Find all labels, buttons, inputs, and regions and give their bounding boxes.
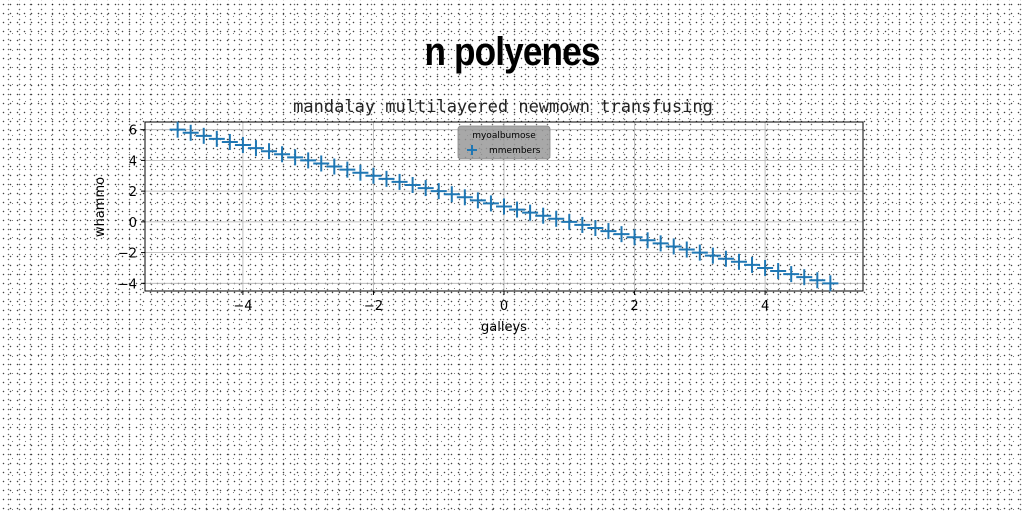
data-point	[443, 186, 460, 203]
data-point	[796, 269, 813, 286]
x-tick-label: −2	[364, 299, 383, 314]
data-point	[274, 146, 291, 163]
ticks: −4 −2 0 2 4 −4 −2 0 2 4 6	[118, 124, 769, 314]
legend-entry-label: mmembers	[489, 146, 541, 156]
data-point	[456, 189, 473, 206]
legend: myoalbumose mmembers	[457, 125, 551, 160]
data-point	[404, 176, 421, 193]
data-point	[822, 275, 839, 292]
data-point	[770, 263, 787, 280]
data-point	[809, 272, 826, 289]
data-point	[704, 247, 721, 264]
x-tick-label: 0	[500, 299, 508, 314]
data-point	[326, 158, 343, 175]
data-point	[717, 250, 734, 267]
data-point	[626, 229, 643, 246]
data-point	[300, 152, 317, 169]
data-point	[182, 124, 199, 141]
data-points	[169, 121, 839, 292]
y-axis-label: whammo	[93, 177, 108, 237]
x-tick-label: −4	[233, 299, 252, 314]
data-point	[417, 180, 434, 197]
data-point	[430, 183, 447, 200]
data-point	[234, 137, 251, 154]
legend-marker	[467, 145, 477, 155]
data-point	[391, 173, 408, 190]
data-point	[352, 164, 369, 181]
data-point	[783, 266, 800, 283]
data-point	[574, 216, 591, 233]
data-point	[548, 210, 565, 227]
y-tick-label: −2	[118, 247, 137, 262]
data-point	[665, 238, 682, 255]
data-point	[221, 133, 238, 150]
data-point	[730, 253, 747, 270]
data-point	[691, 244, 708, 261]
data-point	[652, 235, 669, 252]
data-point	[587, 220, 604, 237]
data-point	[744, 256, 761, 273]
figure-suptitle: n polyenes	[424, 30, 600, 74]
data-point	[339, 161, 356, 178]
y-tick-label: 6	[129, 124, 137, 139]
data-point	[509, 201, 526, 218]
y-tick-label: 0	[129, 216, 137, 231]
x-axis-label: galleys	[481, 320, 527, 335]
y-tick-label: 2	[129, 185, 137, 200]
data-point	[535, 207, 552, 224]
x-tick-label: 2	[630, 299, 638, 314]
data-point	[482, 195, 499, 212]
legend-title: myoalbumose	[472, 131, 536, 141]
data-point	[169, 121, 186, 138]
data-point	[378, 170, 395, 187]
axes-title: mandalay multilayered newmown transfusin…	[293, 97, 713, 117]
data-point	[496, 198, 512, 215]
data-point	[287, 149, 304, 166]
y-tick-label: −4	[118, 277, 137, 292]
legend-box	[457, 125, 551, 160]
data-point	[261, 143, 278, 160]
data-point	[195, 127, 212, 144]
data-point	[757, 259, 774, 276]
data-point	[365, 167, 382, 184]
y-tick-label: 4	[129, 154, 137, 169]
data-point	[313, 155, 330, 172]
data-point	[247, 140, 264, 157]
data-point	[639, 232, 656, 249]
data-point	[600, 223, 617, 240]
data-point	[613, 226, 630, 243]
data-point	[678, 241, 695, 258]
data-point	[469, 192, 486, 209]
data-point	[561, 213, 578, 230]
data-point	[522, 204, 539, 221]
x-tick-label: 4	[761, 299, 769, 314]
data-point	[208, 130, 225, 147]
